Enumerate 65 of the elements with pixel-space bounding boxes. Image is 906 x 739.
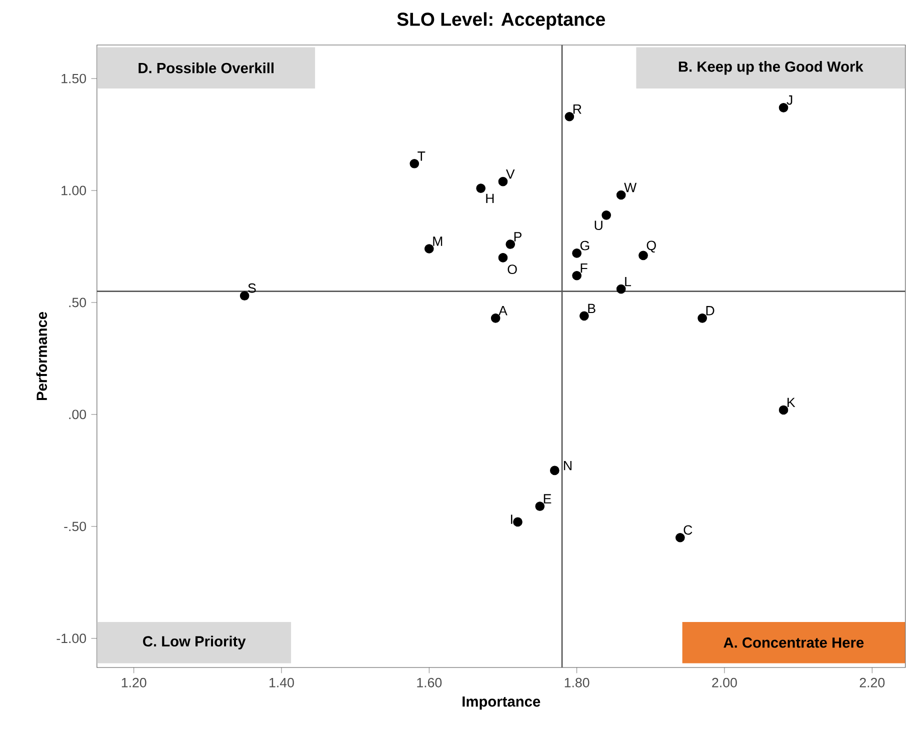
x-tick-label: 1.80 bbox=[564, 678, 590, 688]
data-label: R bbox=[573, 104, 582, 114]
data-label: I bbox=[511, 514, 512, 524]
point bbox=[490, 313, 500, 323]
annotation: C. Low Priority bbox=[143, 636, 246, 650]
point bbox=[550, 466, 560, 475]
data-label: C bbox=[684, 525, 692, 534]
point bbox=[572, 270, 582, 280]
point bbox=[616, 284, 626, 294]
point bbox=[638, 250, 648, 260]
y-tick-label: 1.50 bbox=[62, 74, 86, 84]
data-label: G bbox=[580, 240, 590, 250]
data-label: U bbox=[594, 220, 602, 230]
data-label: O bbox=[508, 264, 517, 274]
data-label: V bbox=[506, 169, 515, 178]
point bbox=[564, 112, 574, 122]
point bbox=[572, 248, 582, 258]
annotation: B. Keep up the Good Work bbox=[678, 60, 864, 74]
x-tick-label: 2.20 bbox=[860, 678, 885, 688]
data-label: D bbox=[706, 306, 714, 316]
y-tick-label: .50 bbox=[69, 298, 86, 307]
data-label: E bbox=[544, 494, 552, 504]
point bbox=[476, 183, 486, 193]
chart-title: SLO Level: Acceptance bbox=[397, 12, 606, 30]
data-label: K bbox=[788, 398, 796, 407]
point bbox=[676, 532, 685, 542]
y-tick-label: -1.00 bbox=[56, 633, 86, 643]
data-label: T bbox=[418, 151, 426, 160]
point bbox=[602, 210, 612, 220]
data-label: S bbox=[248, 283, 256, 293]
x-tick-label: 1.20 bbox=[122, 678, 146, 688]
point bbox=[778, 102, 788, 112]
point bbox=[535, 501, 545, 511]
annotation: A. Concentrate Here bbox=[724, 637, 864, 648]
x-tick-label: 1.60 bbox=[417, 678, 442, 688]
point bbox=[240, 290, 250, 300]
point bbox=[498, 176, 508, 186]
data-label: B bbox=[588, 304, 596, 313]
data-label: N bbox=[564, 460, 572, 470]
data-label: A bbox=[498, 306, 508, 316]
point bbox=[778, 405, 788, 414]
data-label: W bbox=[624, 182, 637, 192]
point bbox=[513, 517, 522, 526]
data-label: F bbox=[580, 263, 588, 272]
y-axis-title: Performance bbox=[36, 312, 48, 400]
data-label: P bbox=[514, 232, 522, 242]
data-label: J bbox=[786, 95, 792, 105]
point bbox=[580, 311, 589, 320]
point bbox=[498, 252, 508, 262]
data-label: L bbox=[625, 276, 632, 286]
point bbox=[506, 239, 516, 249]
y-tick-label: 1.00 bbox=[62, 186, 86, 196]
x-tick-label: 2.00 bbox=[712, 678, 737, 688]
y-tick-label: -.50 bbox=[64, 521, 86, 531]
point bbox=[616, 190, 626, 200]
y-tick-label: .00 bbox=[69, 410, 86, 419]
point bbox=[698, 313, 707, 323]
annotation: D. Possible Overkill bbox=[138, 62, 274, 74]
data-label: Q bbox=[646, 240, 656, 252]
x-tick-label: 1.40 bbox=[270, 678, 294, 688]
point bbox=[424, 244, 434, 254]
data-label: M bbox=[433, 236, 442, 246]
data-label: H bbox=[486, 194, 494, 203]
x-axis-title: Importance bbox=[462, 696, 540, 710]
point bbox=[410, 158, 420, 168]
